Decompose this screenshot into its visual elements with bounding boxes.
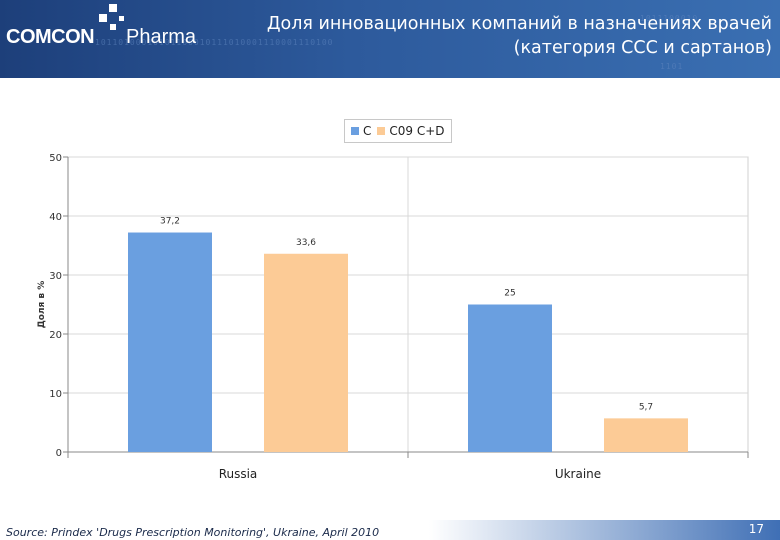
chart-legend: C C09 C+D	[344, 119, 452, 143]
logo-squares-icon	[99, 4, 129, 34]
footer-bar	[0, 520, 780, 540]
legend-label-c: C	[363, 124, 372, 138]
data-label: 25	[504, 289, 515, 299]
legend-label-c09: C09 C+D	[389, 124, 445, 138]
bar-c09-russia	[264, 253, 348, 452]
bar-c09-ukraine	[604, 418, 688, 452]
y-tick-label: 10	[49, 389, 62, 400]
legend-swatch-c	[351, 127, 359, 135]
logo-product: Pharma	[126, 26, 197, 48]
binary-decoration-bottom: 1101	[660, 62, 684, 71]
x-category-label: Ukraine	[555, 467, 601, 481]
y-tick-label: 40	[49, 212, 62, 223]
y-tick-label: 50	[49, 153, 62, 164]
page-number: 17	[748, 522, 764, 536]
source-note: Source: Prindex 'Drugs Prescription Moni…	[6, 526, 380, 539]
header-banner: 1011010001010110001011101000111000111010…	[0, 0, 780, 78]
binary-decoration-right: 1011100010	[640, 14, 699, 23]
y-axis-title: Доля в %	[37, 281, 47, 329]
bar-chart: 0 10 20 30 40 50 Доля в % 37,2 33,6 Russia 25 5,7 Uk…	[37, 153, 749, 481]
slide-title: Доля инновационных компаний в назначения…	[266, 14, 772, 58]
logo-brand: COMCON	[6, 26, 95, 48]
bar-c-ukraine	[468, 304, 552, 452]
y-tick-label: 30	[49, 271, 62, 282]
y-tick-label: 0	[56, 448, 62, 459]
data-label: 37,2	[160, 217, 180, 227]
y-tick-label: 20	[49, 330, 62, 341]
legend-item-c: C	[351, 124, 371, 138]
legend-item-c09: C09 C+D	[377, 124, 445, 138]
legend-swatch-c09	[377, 127, 386, 135]
data-label: 33,6	[296, 238, 316, 248]
x-category-label: Russia	[219, 467, 258, 481]
data-label: 5,7	[639, 402, 653, 412]
bar-c-russia	[128, 232, 212, 452]
binary-decoration: 1011010001010110001011101000111000111010…	[95, 38, 334, 47]
